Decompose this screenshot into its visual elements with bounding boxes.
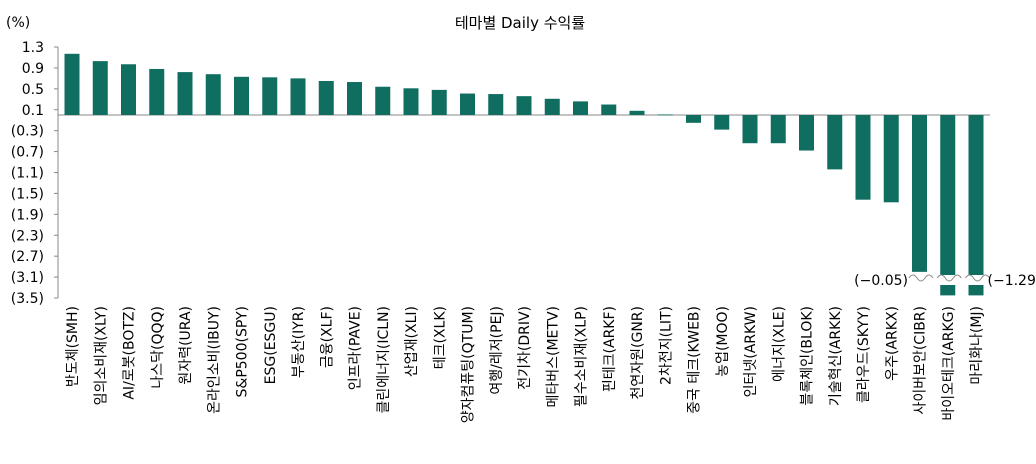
y-tick-label: 0.5 (22, 82, 44, 98)
bar (742, 114, 758, 144)
bar (601, 104, 617, 115)
category-label: 우주(ARKX) (884, 306, 900, 381)
category-label: 필수소비재(XLP) (574, 306, 590, 407)
bar (770, 114, 786, 144)
y-unit-label: (%) (6, 15, 30, 31)
bar (318, 80, 334, 115)
y-tick-label: (3.5) (11, 291, 44, 307)
y-tick-label: 0.1 (22, 103, 44, 119)
category-label: 테크(XLK) (432, 306, 448, 369)
category-label: 바이오테크(ARKG) (941, 306, 957, 421)
category-label: 마리화나(MJ) (969, 306, 985, 385)
bar (855, 114, 871, 200)
axis-break-mark (936, 274, 962, 282)
axis-break-mark (965, 274, 990, 282)
bar (375, 86, 391, 115)
broken-bar-notes: (−0.05) (−1.29) (854, 273, 1036, 289)
category-label: 블록체인(BLOK) (800, 306, 816, 406)
category-label: 2차전지(LIT) (658, 306, 674, 385)
category-label: 양자컴퓨팅(QTUM) (461, 306, 477, 423)
bar (573, 101, 588, 115)
bar (657, 114, 673, 116)
y-tick-label: 0.9 (22, 61, 44, 77)
broken-bar-label: (−1.29) (988, 273, 1036, 289)
bar (177, 72, 193, 115)
bar (121, 64, 136, 115)
category-label: 클린에너지(ICLN) (376, 306, 392, 414)
y-tick-label: (1.5) (11, 186, 44, 202)
bar (940, 114, 956, 296)
bar (262, 77, 278, 115)
bar (347, 82, 362, 115)
y-tick-label: (1.1) (11, 166, 44, 182)
category-label: 메타버스(METV) (545, 306, 561, 408)
bar (912, 114, 927, 272)
bar (488, 94, 504, 115)
category-label: 여행/레저(PEJ) (489, 306, 505, 395)
chart-title: 테마별 Daily 수익률 (455, 14, 585, 32)
category-label: AI/로봇(BOTZ) (122, 306, 138, 400)
category-label: 에너지(XLE) (771, 306, 787, 382)
category-label: 전기차(DRIV) (517, 306, 533, 390)
bar (827, 114, 843, 170)
y-tick-label: (2.3) (11, 228, 44, 244)
category-label: 중국 테크(KWEB) (687, 306, 703, 414)
category-label: 인프라(PAVE) (348, 306, 364, 390)
axis-break-mark (908, 274, 934, 282)
bar (629, 110, 645, 115)
bar (64, 53, 80, 115)
bar (460, 93, 475, 115)
bar (403, 88, 419, 115)
y-tick-label: (2.7) (11, 249, 44, 265)
category-label: 농업(MOO) (715, 306, 731, 377)
bar (290, 78, 306, 115)
bar (92, 61, 108, 115)
category-label: 사이버보안(CIBR) (913, 306, 929, 415)
category-label: 임의소비재(XLY) (93, 306, 109, 405)
category-label: 인터넷(ARKW) (743, 306, 759, 397)
bars (64, 53, 984, 296)
bar (234, 76, 249, 115)
bar (149, 68, 165, 115)
category-label: 산업재(XLI) (404, 306, 420, 377)
category-label: 금융(XLF) (319, 306, 335, 368)
category-labels: 반도체(SMH) 임의소비재(XLY) AI/로봇(BOTZ) 나스닥(QQQ) 원자력… (65, 306, 985, 423)
broken-bar-label: (−0.05) (854, 273, 908, 289)
y-tick-label: (1.9) (11, 207, 44, 223)
bar (968, 114, 984, 296)
category-label: S&P500(SPY) (235, 306, 251, 397)
category-label: 나스닥(QQQ) (150, 306, 166, 389)
bar (714, 114, 730, 130)
y-tick-label: (3.1) (11, 270, 44, 286)
category-label: 천연자원(GNR) (630, 306, 646, 400)
bar (431, 89, 447, 115)
category-label: 핀테크(ARKF) (602, 306, 618, 392)
category-label: 클라우드(SKYY) (856, 306, 872, 403)
bar (686, 114, 701, 123)
bar (205, 74, 221, 115)
category-label: 반도체(SMH) (65, 306, 81, 387)
y-tick-label: (0.3) (11, 124, 44, 140)
category-label: 온라인소비(IBUY) (206, 306, 222, 414)
bar (516, 96, 532, 115)
category-label: 부동산(IYR) (291, 306, 307, 378)
bar (544, 98, 560, 115)
category-label: 원자력(URA) (178, 306, 194, 385)
y-tick-label: (0.7) (11, 145, 44, 161)
bar (799, 114, 814, 151)
bar (883, 114, 899, 203)
y-tick-label: 1.3 (22, 40, 44, 56)
category-label: 기술혁신(ARKK) (828, 306, 844, 406)
category-label: ESG(ESGU) (263, 306, 279, 384)
